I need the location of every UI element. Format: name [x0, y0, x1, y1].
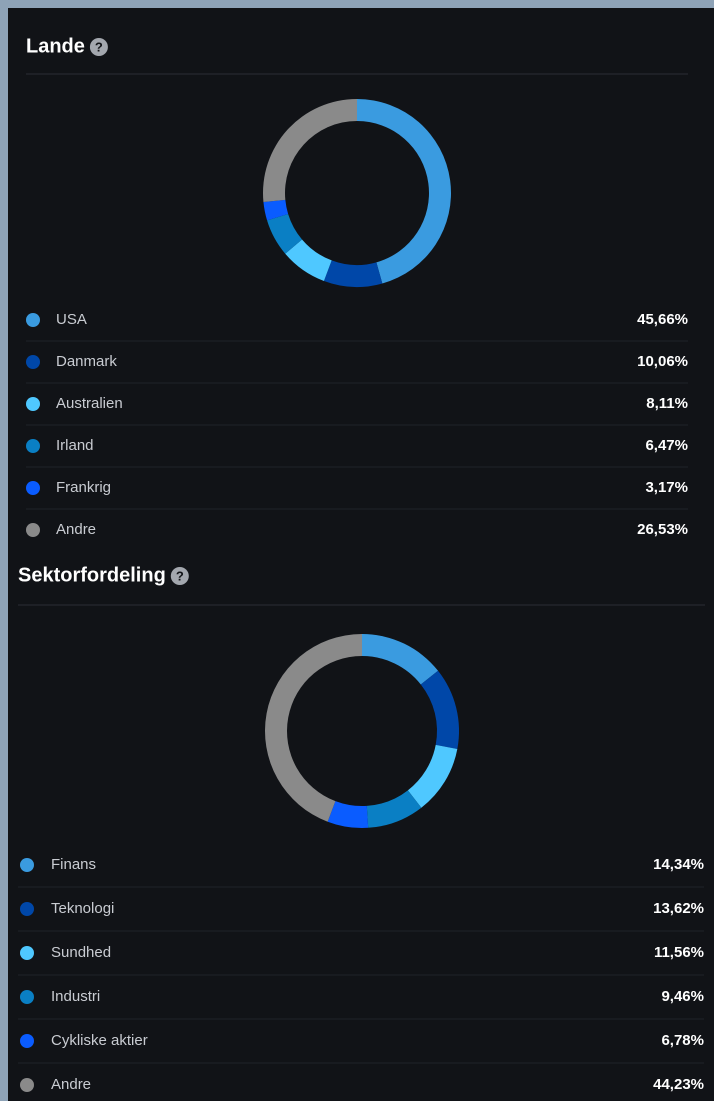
donut-segment [357, 99, 451, 284]
legend-label: Irland [56, 437, 94, 454]
legend-label: Finans [51, 856, 96, 873]
legend-dot [20, 946, 34, 960]
legend-dot [26, 355, 40, 369]
donut-segment [362, 634, 439, 685]
legend-value: 6,47% [645, 437, 688, 454]
legend-value: 6,78% [661, 1032, 704, 1049]
donut-segment [263, 99, 357, 203]
legend-dot [26, 313, 40, 327]
legend-value: 13,62% [653, 900, 704, 917]
legend-label: Teknologi [51, 900, 114, 917]
donut-segment [366, 790, 422, 828]
legend-value: 11,56% [654, 944, 704, 961]
donut-segment [323, 260, 383, 287]
legend-value: 44,23% [653, 1076, 704, 1093]
legend-dot [26, 523, 40, 537]
legend-label: Sundhed [51, 944, 111, 961]
legend-value: 8,11% [646, 395, 688, 412]
legend-label: Frankrig [56, 479, 111, 496]
legend-label: Andre [56, 521, 96, 538]
legend-dot [20, 1034, 34, 1048]
donut-segment [265, 634, 362, 822]
donut-segment [263, 199, 289, 221]
legend-dot [20, 1078, 34, 1092]
donut-segment [407, 744, 458, 808]
legend-label: USA [56, 311, 87, 328]
legend-value: 10,06% [637, 353, 688, 370]
panel [8, 8, 714, 1101]
legend-label: Andre [51, 1076, 91, 1093]
legend-label: Australien [56, 395, 123, 412]
donut-segment [267, 213, 303, 254]
legend-value: 26,53% [637, 521, 688, 538]
donut-segment [327, 801, 369, 828]
help-icon-glyph: ? [95, 39, 103, 54]
help-icon [170, 567, 189, 585]
section-title: Lande [26, 35, 85, 57]
legend-dot [26, 397, 40, 411]
legend-value: 3,17% [645, 479, 688, 496]
legend-dot [26, 481, 40, 495]
legend-dot [26, 439, 40, 453]
legend-dot [20, 990, 34, 1004]
legend-value: 9,46% [661, 988, 704, 1005]
section-title: Sektorfordeling [18, 564, 166, 586]
help-icon [89, 38, 108, 56]
legend-dot [20, 858, 34, 872]
help-icon-glyph: ? [176, 568, 184, 583]
donut-segment [285, 239, 332, 281]
legend-label: Danmark [56, 353, 117, 370]
legend-label: Cykliske aktier [51, 1032, 148, 1049]
legend-dot [20, 902, 34, 916]
legend-value: 14,34% [653, 856, 704, 873]
legend-label: Industri [51, 988, 100, 1005]
legend-value: 45,66% [637, 311, 688, 328]
donut-segment [420, 670, 460, 749]
